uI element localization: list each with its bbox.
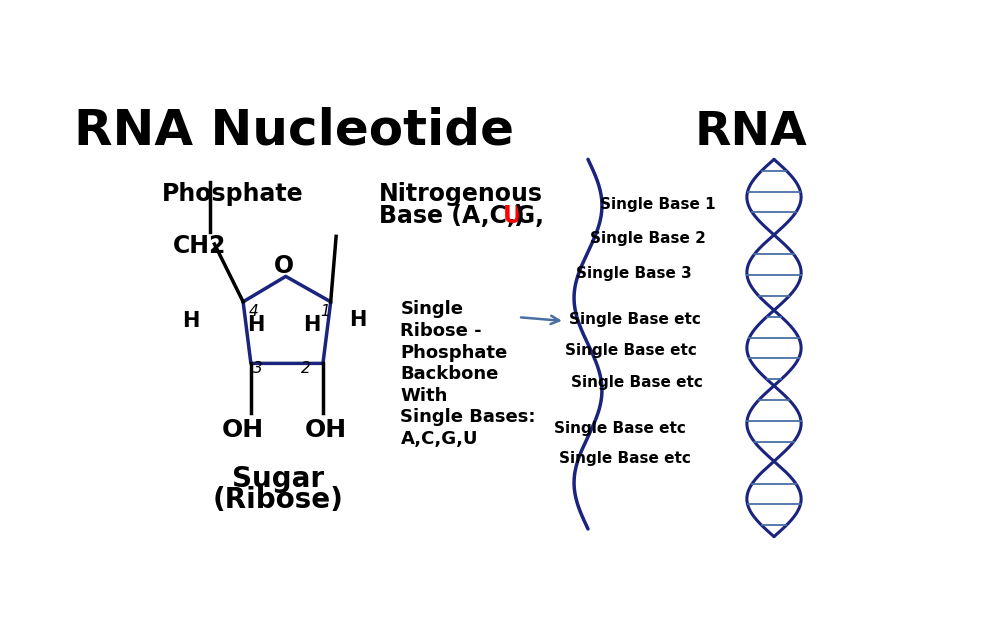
Text: Single Base etc: Single Base etc <box>559 450 691 466</box>
Text: Phosphate: Phosphate <box>161 182 303 206</box>
Text: Single Base etc: Single Base etc <box>554 421 686 437</box>
Text: OH: OH <box>305 419 347 442</box>
Text: Backbone: Backbone <box>400 365 499 383</box>
Text: RNA: RNA <box>695 110 807 155</box>
Text: Phosphate: Phosphate <box>400 343 508 361</box>
Text: Single Base etc: Single Base etc <box>570 312 702 327</box>
Text: ): ) <box>513 203 523 228</box>
Text: 1: 1 <box>321 304 331 319</box>
Text: RNA Nucleotide: RNA Nucleotide <box>74 107 514 155</box>
Text: Single: Single <box>400 300 463 318</box>
Text: With: With <box>400 387 448 405</box>
Text: (Ribose): (Ribose) <box>213 486 343 514</box>
Text: H: H <box>248 315 265 335</box>
Text: H: H <box>349 310 366 330</box>
Text: A,C,G,U: A,C,G,U <box>400 430 478 448</box>
Text: 4: 4 <box>249 304 259 319</box>
Text: 3: 3 <box>253 361 263 376</box>
Text: CH2: CH2 <box>173 234 226 258</box>
Text: Nitrogenous: Nitrogenous <box>379 182 543 206</box>
Text: Sugar: Sugar <box>232 465 324 493</box>
Text: H: H <box>303 315 321 335</box>
Text: Single Base etc: Single Base etc <box>571 375 703 390</box>
Text: Single Base 3: Single Base 3 <box>577 266 692 281</box>
Text: Single Base etc: Single Base etc <box>565 343 697 358</box>
Text: U: U <box>503 203 522 228</box>
Text: Single Base 2: Single Base 2 <box>590 231 707 246</box>
Text: Ribose -: Ribose - <box>400 322 482 340</box>
Text: H: H <box>182 311 200 331</box>
Text: Base (A,C,G,: Base (A,C,G, <box>379 203 544 228</box>
Text: Single Base 1: Single Base 1 <box>599 197 715 211</box>
Text: 2: 2 <box>301 361 311 376</box>
Text: OH: OH <box>222 419 264 442</box>
Text: Single Bases:: Single Bases: <box>400 408 536 426</box>
Text: O: O <box>275 254 294 277</box>
